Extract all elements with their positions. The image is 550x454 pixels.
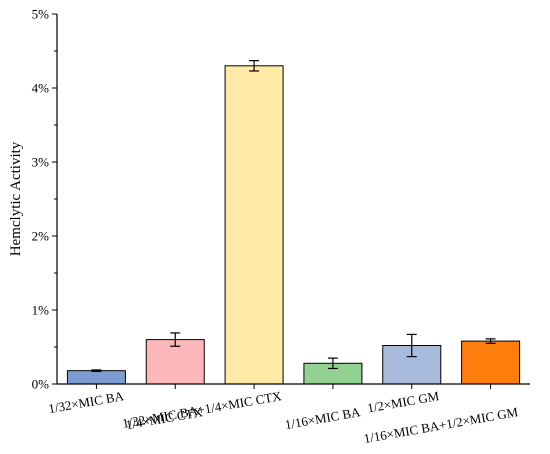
bars-layer — [66, 65, 521, 385]
y-tick-label: 5% — [32, 7, 50, 22]
x-axis — [57, 383, 530, 389]
y-axis-label: Hemclytic Activity — [8, 141, 24, 256]
y-tick-label: 2% — [32, 229, 50, 244]
bar — [145, 339, 205, 385]
error-bars-layer — [91, 60, 496, 373]
y-tick-label: 4% — [32, 81, 50, 96]
bar — [66, 370, 126, 385]
y-tick-label: 0% — [32, 377, 50, 392]
y-axis: 0% 1% 2% 3% 4% 5% — [32, 7, 58, 392]
category-label: 1/32×MIC BA+1/4×MIC CTX — [121, 388, 283, 431]
category-label: 1/32×MIC BA — [47, 388, 125, 416]
bar — [461, 340, 521, 385]
category-label: 1/16×MIC BA — [284, 404, 362, 432]
category-label: 1/2×MIC GM — [366, 388, 441, 415]
bar — [224, 65, 284, 385]
y-tick-label: 1% — [32, 303, 50, 318]
y-tick-label: 3% — [32, 155, 50, 170]
